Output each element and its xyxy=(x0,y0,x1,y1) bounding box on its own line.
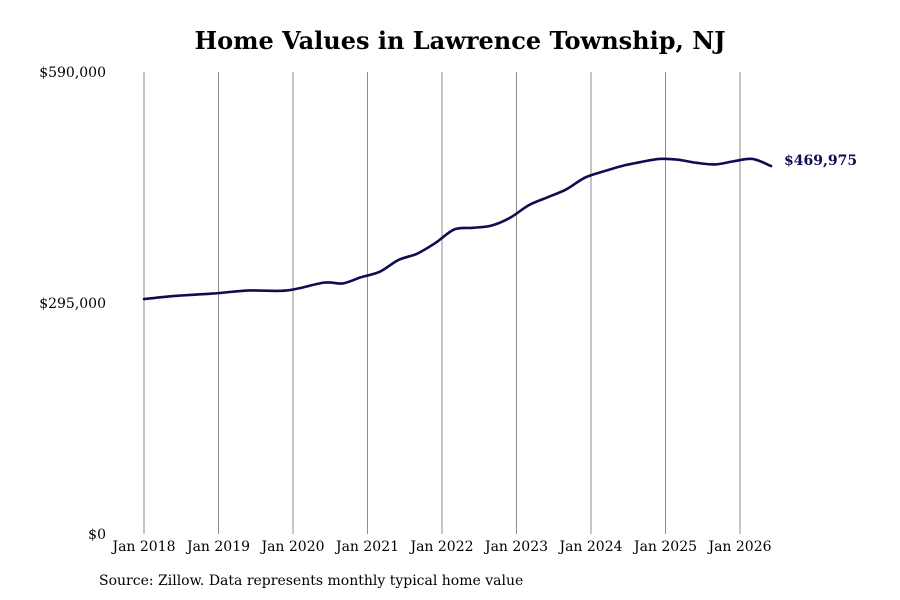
x-tick-label: Jan 2022 xyxy=(408,539,473,555)
chart-title: Home Values in Lawrence Township, NJ xyxy=(194,26,726,55)
x-tick-label: Jan 2019 xyxy=(185,539,250,555)
series-layer: $469,975 xyxy=(142,153,857,301)
x-tick-label: Jan 2024 xyxy=(557,539,622,555)
x-tick-label: Jan 2020 xyxy=(259,539,324,555)
y-axis-ticks: $0 $295,000 $590,000 xyxy=(39,65,106,543)
x-tick-label: Jan 2025 xyxy=(632,539,697,555)
source-note: Source: Zillow. Data represents monthly … xyxy=(99,573,524,589)
y-tick-label: $590,000 xyxy=(39,65,106,81)
x-tick-label: Jan 2023 xyxy=(483,539,548,555)
end-value-label: $469,975 xyxy=(784,153,857,169)
x-tick-label: Jan 2021 xyxy=(334,539,399,555)
x-axis-ticks: Jan 2018 Jan 2019 Jan 2020 Jan 2021 Jan 2022… xyxy=(110,539,771,555)
home-value-line xyxy=(142,157,773,301)
y-tick-label: $0 xyxy=(88,527,106,543)
x-tick-label: Jan 2026 xyxy=(706,539,771,555)
x-tick-label: Jan 2018 xyxy=(110,539,175,555)
y-tick-label: $295,000 xyxy=(39,296,106,312)
gridlines xyxy=(143,72,741,534)
